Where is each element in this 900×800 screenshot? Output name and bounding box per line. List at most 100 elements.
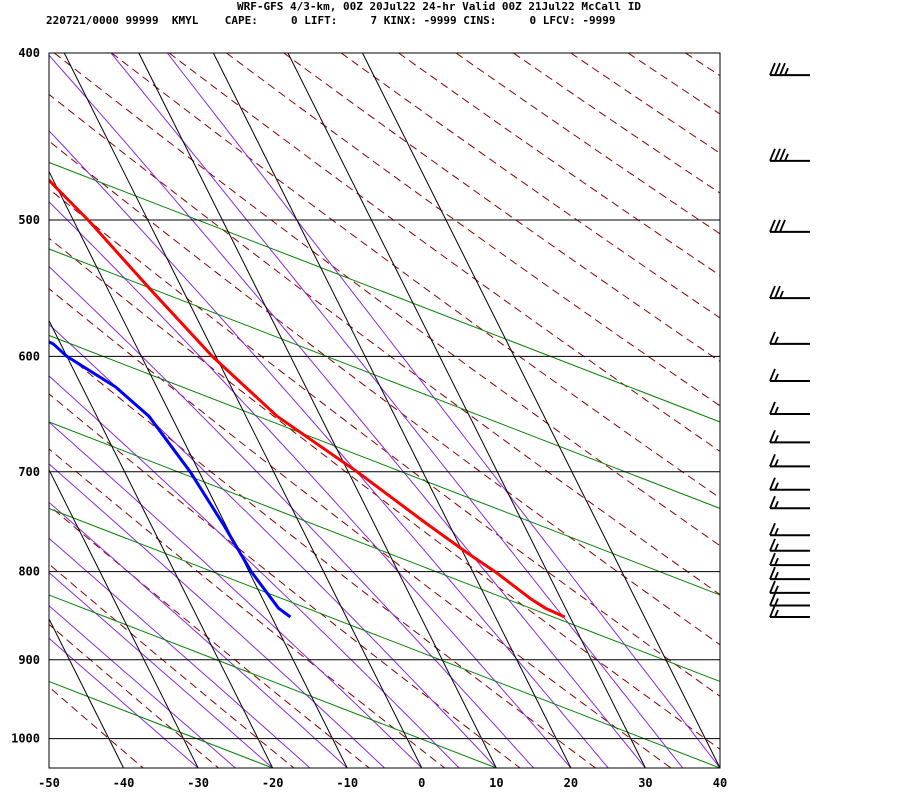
wind-barb [769,429,810,444]
wind-barb [769,454,810,468]
dry-adiabat [49,339,596,768]
wind-barb [769,368,810,382]
moist-adiabat [49,463,385,768]
isotherm [63,53,423,768]
barb-full [769,401,776,415]
dry-adiabat [398,53,720,277]
mixing-ratio-line [49,248,720,510]
barb-half [774,527,779,536]
barb-half [774,557,779,566]
barb-full [774,148,781,162]
barb-full [769,368,776,382]
axis-ticks: 400 500 600 700 800 900 1000 -50 -40 -30 -20 -10 0 10… [11,46,727,790]
isotherm [49,319,274,768]
dry-adiabat [49,237,720,750]
mixing-ratio-line [49,680,273,768]
mixing-ratio-line [49,421,720,683]
isotherm [362,53,720,768]
barb-full [769,522,776,536]
isotherm [49,617,125,768]
barb-full [769,285,776,299]
x-tick-label: -20 [262,776,284,790]
barb-full [769,454,776,467]
barb-half [774,459,779,467]
moist-adiabat [49,323,497,768]
barb-full [769,495,776,509]
barb-half [774,434,779,443]
barb-full [779,219,786,233]
barb-half [774,585,779,594]
moist-adiabat [49,605,236,768]
moist-adiabat [49,537,311,768]
barb-half [774,406,779,415]
dry-adiabat [570,53,720,154]
wind-barb [769,580,810,594]
dry-adiabat [455,53,720,235]
station-info: 220721/0000 99999 KMYL CAPE: 0 LIFT: 7 K… [46,14,616,27]
background-lines [49,53,720,768]
wind-barb [769,604,810,619]
barb-half [779,290,784,299]
dry-adiabat [49,288,672,768]
isotherm [287,53,646,768]
wind-barb [769,495,810,510]
dry-adiabat [340,53,720,319]
dry-adiabat [49,393,521,768]
wind-barb [769,538,810,552]
x-tick-label: -40 [113,776,135,790]
dry-adiabat [111,53,720,499]
barb-full [769,552,776,566]
wind-barb [769,593,810,607]
moist-adiabat [49,571,274,768]
mixing-ratio-line [49,594,497,768]
plot-border [48,52,721,769]
barb-full [769,429,776,443]
barb-half [784,67,789,76]
dry-adiabat [627,53,720,115]
wind-barb [769,285,810,300]
wind-barbs [769,62,810,619]
barb-full [769,148,776,162]
dry-adiabat [49,623,219,768]
barb-full [769,593,776,606]
barb-full [779,62,786,76]
barb-full [769,580,776,594]
isotherm [138,53,497,768]
mixing-ratio-line [49,507,720,768]
barb-full [774,285,781,299]
wind-barb [769,477,810,491]
x-tick-label: 10 [489,776,503,790]
isotherm [49,170,348,768]
barb-half [774,482,779,491]
barb-half [774,543,779,552]
moist-adiabat [49,637,199,768]
dry-adiabat [49,563,295,768]
x-tick-label: -10 [336,776,358,790]
grid-lines [49,53,720,768]
moist-adiabat [49,54,646,768]
x-tick-label: -30 [187,776,209,790]
wind-barb [769,62,810,77]
chart-title: WRF-GFS 4/3-km, 00Z 20Jul22 24-hr Valid … [237,0,641,13]
y-tick-label: 800 [18,565,40,579]
dry-adiabat [226,53,720,407]
barb-full [769,538,776,552]
moist-adiabat [49,130,609,768]
dry-adiabat [283,53,720,363]
barb-half [774,336,779,345]
barb-full [769,604,776,618]
y-tick-label: 700 [18,465,40,479]
barb-full [779,148,786,162]
dry-adiabat [49,93,720,596]
barb-half [784,153,789,162]
barb-half [774,500,779,509]
plot-frame [48,52,721,769]
x-tick-label: -50 [38,776,60,790]
mixing-ratio-line [49,161,720,423]
x-tick-label: 40 [713,776,727,790]
y-tick-label: 500 [18,213,40,227]
barb-full [769,566,776,580]
header: WRF-GFS 4/3-km, 00Z 20Jul22 24-hr Valid … [0,0,900,34]
dry-adiabat [49,140,720,646]
barb-half [774,609,779,618]
